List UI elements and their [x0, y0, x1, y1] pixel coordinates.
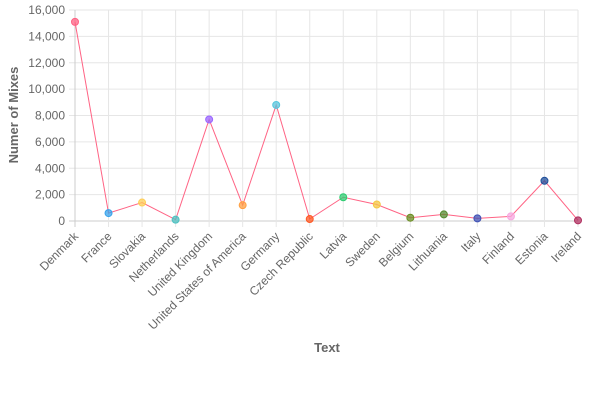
data-point[interactable]: [372, 200, 381, 209]
data-point[interactable]: [138, 198, 147, 207]
y-tick-label: 6,000: [35, 135, 65, 149]
data-point[interactable]: [238, 201, 247, 210]
y-tick-label: 16,000: [28, 3, 65, 17]
y-tick-label: 10,000: [28, 82, 65, 96]
x-axis-title: Text: [314, 340, 340, 355]
x-tick-label: Estonia: [512, 229, 550, 267]
x-tick-label: Denmark: [37, 229, 82, 274]
data-point[interactable]: [439, 210, 448, 219]
data-point[interactable]: [574, 216, 582, 225]
y-tick-label: 8,000: [35, 109, 65, 123]
x-tick-label: Ireland: [548, 229, 584, 265]
data-point[interactable]: [305, 215, 314, 224]
x-tick-label: Italy: [458, 229, 483, 254]
data-point[interactable]: [473, 214, 482, 223]
y-tick-label: 0: [58, 214, 65, 228]
data-point[interactable]: [104, 209, 113, 218]
x-tick-label: Sweden: [342, 229, 383, 270]
y-tick-label: 4,000: [35, 161, 65, 175]
y-axis-title: Numer of Mixes: [6, 67, 21, 164]
data-point[interactable]: [71, 17, 79, 26]
series-line-group: [74, 21, 579, 221]
y-tick-label: 14,000: [28, 29, 65, 43]
grid-lines: [69, 9, 579, 227]
y-tick-label: 12,000: [28, 56, 65, 70]
data-point[interactable]: [540, 176, 549, 185]
x-tick-label: Finland: [479, 229, 517, 267]
data-points: [71, 17, 582, 225]
data-point[interactable]: [339, 193, 348, 202]
series-line: [74, 21, 579, 221]
data-point[interactable]: [171, 215, 180, 224]
data-point[interactable]: [406, 213, 415, 222]
data-point[interactable]: [205, 115, 214, 124]
data-point[interactable]: [272, 100, 281, 109]
y-tick-labels: 0 2,000 4,000 6,000 8,000 10,000 12,000 14,000 1…: [28, 3, 65, 228]
y-tick-label: 2,000: [35, 188, 65, 202]
data-point[interactable]: [506, 212, 515, 221]
